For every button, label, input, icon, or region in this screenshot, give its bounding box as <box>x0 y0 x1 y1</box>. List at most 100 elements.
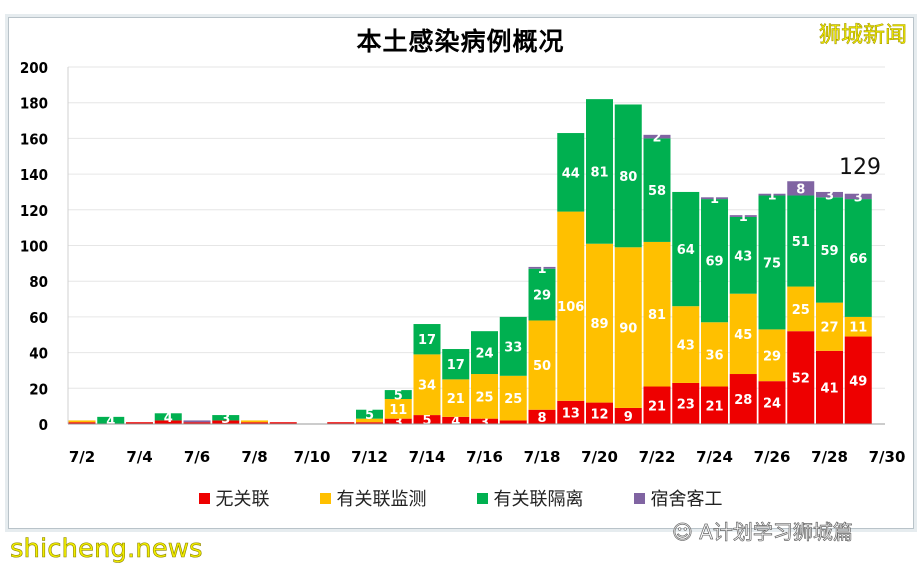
bar-segment <box>586 99 613 244</box>
data-label: 106 <box>557 300 584 315</box>
bar-segment <box>241 422 268 424</box>
data-label: 5 <box>365 408 374 423</box>
bar-segment <box>701 199 728 323</box>
data-label: 25 <box>792 303 810 318</box>
bar-segment <box>816 350 843 424</box>
bar-segment <box>758 195 786 330</box>
bar-segment <box>327 422 355 424</box>
data-label: 3 <box>394 415 403 430</box>
data-label: 89 <box>590 317 608 332</box>
bar-segment <box>356 409 383 419</box>
bar-segment <box>442 416 470 424</box>
data-label: 8 <box>796 182 805 197</box>
x-tick-label: 7/16 <box>466 448 503 466</box>
bar-segment <box>614 104 642 248</box>
bar-segment <box>729 293 757 375</box>
bar-segment <box>701 322 728 387</box>
y-tick-label: 160 <box>20 130 48 148</box>
x-tick-label: 7/20 <box>581 448 618 466</box>
bar-segment <box>557 133 585 212</box>
bar-segment <box>499 316 527 376</box>
data-label: 3 <box>480 415 489 430</box>
bar-segment <box>557 400 585 424</box>
data-label: 1 <box>767 189 776 204</box>
data-label: 24 <box>475 347 493 362</box>
data-label: 33 <box>504 340 522 355</box>
data-label: 3 <box>825 189 834 204</box>
data-label: 25 <box>475 390 493 405</box>
bar-segment <box>643 138 671 242</box>
legend: 无关联 有关联监测 有关联隔离 宿舍客工 <box>0 485 921 511</box>
data-label: 51 <box>792 235 810 250</box>
data-label: 5 <box>422 414 431 429</box>
y-tick-label: 20 <box>29 380 48 398</box>
data-label: 17 <box>447 358 465 373</box>
bar-segment <box>844 336 872 424</box>
data-label: 12 <box>590 407 608 422</box>
bar-segment <box>844 193 872 200</box>
data-label: 5 <box>394 389 403 404</box>
legend-swatch <box>633 492 645 504</box>
bar-segment <box>672 191 700 307</box>
data-label: 11 <box>389 403 407 418</box>
legend-item: 宿舍客工 <box>633 485 723 511</box>
data-label: 58 <box>648 184 666 199</box>
data-label: 4 <box>451 414 460 429</box>
bar-segment <box>442 349 470 380</box>
legend-item: 有关联隔离 <box>476 485 584 511</box>
data-label: 75 <box>763 256 781 271</box>
data-label: 50 <box>533 359 551 374</box>
data-label: 41 <box>820 381 838 396</box>
legend-label: 有关联监测 <box>336 489 427 510</box>
bar-segment <box>729 374 757 424</box>
watermark: shicheng.news <box>10 534 203 565</box>
y-tick-label: 0 <box>39 416 48 434</box>
bar-segment <box>384 418 412 424</box>
bar-segment <box>787 195 815 287</box>
x-tick-label: 7/24 <box>696 448 733 466</box>
data-label: 29 <box>763 349 781 364</box>
y-tick-label: 180 <box>20 95 48 113</box>
data-label: 17 <box>418 333 436 348</box>
bar-segment <box>844 199 872 317</box>
bar-segment <box>528 268 556 321</box>
bar-segment <box>557 211 585 401</box>
bar-segment <box>643 134 671 139</box>
bar-segment <box>212 420 240 424</box>
y-tick-label: 100 <box>20 238 48 256</box>
data-label: 3 <box>854 190 863 205</box>
y-tick-label: 200 <box>20 59 48 77</box>
legend-label: 宿舍客工 <box>650 489 723 510</box>
x-tick-label: 7/26 <box>754 448 791 466</box>
wechat-source-text: A计划学习狮城篇 <box>699 520 853 545</box>
legend-item: 无关联 <box>198 485 270 511</box>
data-label: 25 <box>504 392 522 407</box>
data-label: 9 <box>624 410 633 425</box>
bar-segment <box>758 329 786 382</box>
y-tick-label: 60 <box>29 309 48 327</box>
bar-segment <box>384 399 412 419</box>
data-label: 29 <box>533 289 551 304</box>
legend-label: 有关联隔离 <box>493 489 584 510</box>
data-label: 24 <box>763 397 781 412</box>
bar-segment <box>471 418 498 424</box>
bar-segment <box>729 216 757 294</box>
x-tick-label: 7/12 <box>351 448 388 466</box>
bar-segment <box>68 420 96 423</box>
x-tick-label: 7/10 <box>294 448 331 466</box>
x-tick-label: 7/30 <box>869 448 906 466</box>
bar-segment <box>413 354 441 416</box>
data-label: 59 <box>820 244 838 259</box>
bar-segment <box>816 197 843 303</box>
x-tick-label: 7/14 <box>409 448 446 466</box>
bar-segment <box>643 241 671 387</box>
total-annotation: 129 <box>839 155 881 180</box>
data-label: 4 <box>164 411 173 426</box>
data-label: 44 <box>562 166 580 181</box>
bar-segment <box>154 413 182 421</box>
bar-segment <box>614 247 642 408</box>
data-label: 69 <box>705 255 723 270</box>
legend-item: 有关联监测 <box>319 485 427 511</box>
wechat-icon: ☺ <box>672 520 700 545</box>
bar-segment <box>816 302 843 351</box>
